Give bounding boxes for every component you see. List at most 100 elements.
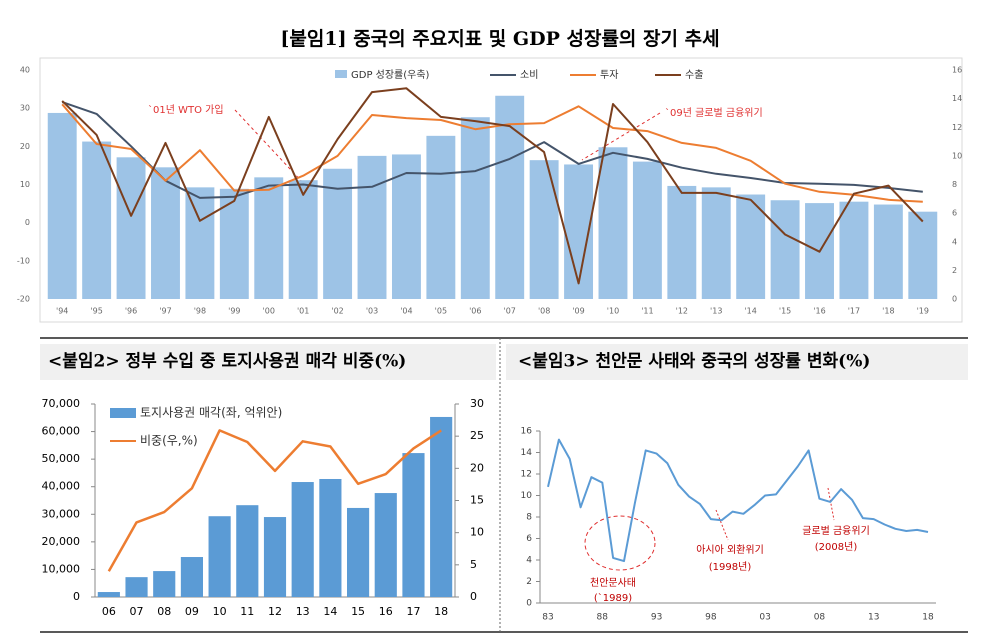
bar: [529, 160, 559, 299]
bar: [701, 187, 731, 299]
x-tick-label: '96: [125, 307, 137, 316]
x-tick-label: 11: [240, 605, 254, 618]
x-tick-label: 18: [434, 605, 448, 618]
y-tick-label: 30: [470, 397, 484, 410]
x-tick-label: 08: [814, 613, 826, 623]
annotation: (1998년): [709, 561, 752, 573]
y-tick-label: 10: [470, 526, 484, 539]
x-tick-label: '95: [90, 307, 102, 316]
y-tick-label: 0: [73, 590, 80, 603]
x-tick-label: '00: [263, 307, 275, 316]
bar: [347, 507, 370, 597]
bar: [460, 117, 490, 299]
x-tick-label: '04: [400, 307, 412, 316]
x-tick-label: 07: [130, 605, 144, 618]
bar: [391, 154, 421, 299]
x-tick-label: '97: [159, 307, 171, 316]
y-tick-label: 25: [470, 429, 484, 442]
annotation-leader: [715, 509, 729, 541]
bar: [288, 180, 318, 299]
bar: [291, 482, 314, 597]
annotation: (`1989): [594, 592, 632, 604]
bar: [736, 194, 766, 299]
y-tick-label: 10: [521, 491, 533, 501]
annotation: 천안문사태: [590, 577, 636, 589]
x-tick-label: '18: [882, 307, 894, 316]
x-tick-label: '13: [710, 307, 722, 316]
x-tick-label: '05: [435, 307, 447, 316]
chart-frame: [39, 57, 963, 323]
x-tick-label: '03: [366, 307, 378, 316]
legend-label: GDP 성장률(우축): [351, 69, 430, 81]
y-tick-label: 30: [20, 104, 30, 113]
y-tick-label: -20: [17, 295, 30, 304]
highlight-ellipse: [584, 515, 656, 571]
y-tick-label: 4: [952, 237, 957, 246]
legend-label: 비중(우,%): [140, 434, 198, 448]
x-tick-label: 14: [323, 605, 337, 618]
x-tick-label: '94: [56, 307, 68, 316]
bar: [598, 147, 628, 299]
y-tick-label: 0: [952, 295, 957, 304]
y-tick-label: 10,000: [42, 562, 81, 575]
bar: [873, 204, 903, 299]
x-tick-label: 15: [351, 605, 365, 618]
x-tick-label: '02: [331, 307, 343, 316]
bar: [632, 161, 662, 299]
annotation: 글로벌 금융위기: [802, 524, 870, 537]
x-tick-label: 03: [759, 613, 770, 623]
y-tick-label: 10: [20, 180, 30, 189]
x-tick-label: 98: [705, 613, 717, 623]
y-tick-label: 12: [952, 123, 962, 132]
y-tick-label: 30,000: [42, 507, 81, 520]
annotation-leader: [827, 487, 835, 521]
y-tick-label: -10: [17, 256, 30, 265]
bar: [208, 516, 231, 597]
x-tick-label: '14: [744, 307, 756, 316]
legend-swatch: [335, 70, 347, 78]
y-tick-label: 8: [526, 513, 532, 523]
x-tick-label: 12: [268, 605, 282, 618]
y-tick-label: 14: [952, 94, 962, 103]
y-tick-label: 40: [20, 66, 30, 75]
x-tick-label: '17: [848, 307, 860, 316]
y-tick-label: 2: [952, 266, 957, 275]
bar: [908, 211, 938, 299]
chart-title: <붙임2> 정부 수입 중 토지사용권 매각 비중(%): [48, 351, 406, 372]
x-tick-label: '98: [194, 307, 206, 316]
line: [107, 429, 442, 572]
y-tick-label: 8: [952, 180, 957, 189]
bar: [495, 95, 525, 299]
legend-label: 수출: [685, 69, 703, 81]
y-tick-label: 16: [952, 66, 962, 75]
y-tick-label: 4: [526, 556, 532, 566]
line: [61, 103, 923, 203]
bar: [430, 416, 453, 597]
line: [547, 438, 929, 563]
annotation: `01년 WTO 가입: [148, 103, 224, 116]
x-tick-label: '08: [538, 307, 550, 316]
y-tick-label: 70,000: [42, 397, 81, 410]
x-tick-label: '10: [607, 307, 619, 316]
y-tick-label: 15: [470, 494, 484, 507]
bar: [426, 135, 456, 299]
x-tick-label: 08: [157, 605, 171, 618]
x-tick-label: '11: [641, 307, 653, 316]
x-tick-label: '09: [572, 307, 584, 316]
x-tick-label: 10: [213, 605, 227, 618]
bar: [319, 478, 342, 597]
title-band: [40, 344, 496, 380]
x-tick-label: 13: [868, 613, 879, 623]
chart-title: <붙임3> 천안문 사태와 중국의 성장률 변화(%): [518, 351, 870, 372]
y-tick-label: 20,000: [42, 535, 81, 548]
bar: [323, 168, 353, 299]
bar: [116, 157, 146, 299]
legend-label: 소비: [520, 69, 538, 81]
bar: [374, 493, 397, 597]
y-tick-label: 5: [470, 558, 477, 571]
bar: [153, 571, 176, 597]
y-tick-label: 60,000: [42, 425, 81, 438]
y-tick-label: 0: [470, 590, 477, 603]
y-tick-label: 20: [20, 142, 30, 151]
